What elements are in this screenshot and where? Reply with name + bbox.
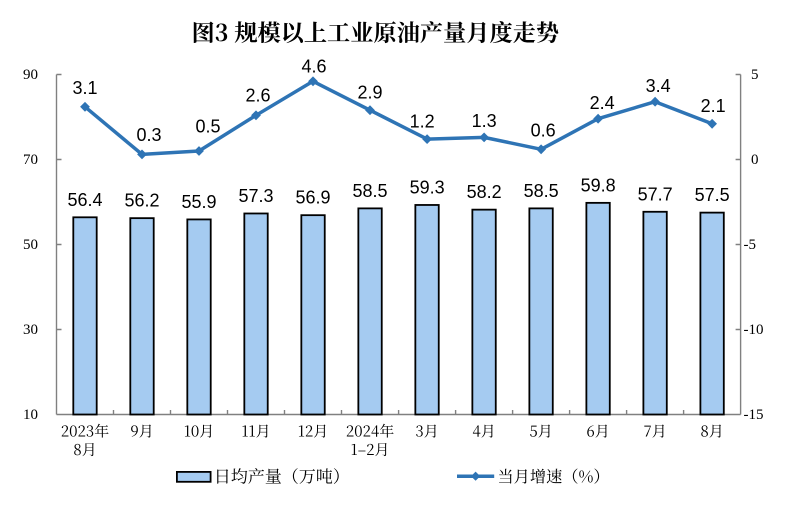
svg-text:56.2: 56.2 xyxy=(124,191,159,211)
svg-text:59.3: 59.3 xyxy=(410,178,445,198)
svg-text:57.5: 57.5 xyxy=(695,185,730,205)
svg-text:3.4: 3.4 xyxy=(646,76,671,96)
svg-text:2.9: 2.9 xyxy=(357,83,382,103)
svg-text:58.5: 58.5 xyxy=(352,181,387,201)
svg-text:1.3: 1.3 xyxy=(472,111,497,131)
svg-text:30: 30 xyxy=(23,322,38,338)
svg-text:-5: -5 xyxy=(744,237,757,253)
svg-text:-15: -15 xyxy=(744,407,764,423)
svg-text:2.6: 2.6 xyxy=(245,86,270,106)
svg-text:50: 50 xyxy=(23,237,38,253)
svg-text:55.9: 55.9 xyxy=(181,192,216,212)
svg-text:59.8: 59.8 xyxy=(581,175,616,195)
svg-text:58.2: 58.2 xyxy=(467,182,502,202)
svg-text:0.6: 0.6 xyxy=(531,121,556,141)
svg-text:90: 90 xyxy=(23,67,38,83)
svg-text:2.1: 2.1 xyxy=(701,96,726,116)
svg-text:0.5: 0.5 xyxy=(195,116,220,136)
svg-text:70: 70 xyxy=(23,152,38,168)
svg-text:-10: -10 xyxy=(744,322,764,338)
svg-text:4.6: 4.6 xyxy=(301,57,326,77)
svg-text:1.2: 1.2 xyxy=(410,112,435,132)
svg-text:56.4: 56.4 xyxy=(67,190,102,210)
svg-text:10: 10 xyxy=(23,407,38,423)
svg-text:0.3: 0.3 xyxy=(136,125,161,145)
svg-text:57.3: 57.3 xyxy=(238,186,273,206)
svg-text:3.1: 3.1 xyxy=(72,78,97,98)
svg-text:2.4: 2.4 xyxy=(590,93,615,113)
svg-text:57.7: 57.7 xyxy=(638,184,673,204)
svg-text:56.9: 56.9 xyxy=(295,188,330,208)
svg-text:5: 5 xyxy=(751,67,759,83)
svg-text:0: 0 xyxy=(751,152,759,168)
svg-text:58.5: 58.5 xyxy=(524,181,559,201)
